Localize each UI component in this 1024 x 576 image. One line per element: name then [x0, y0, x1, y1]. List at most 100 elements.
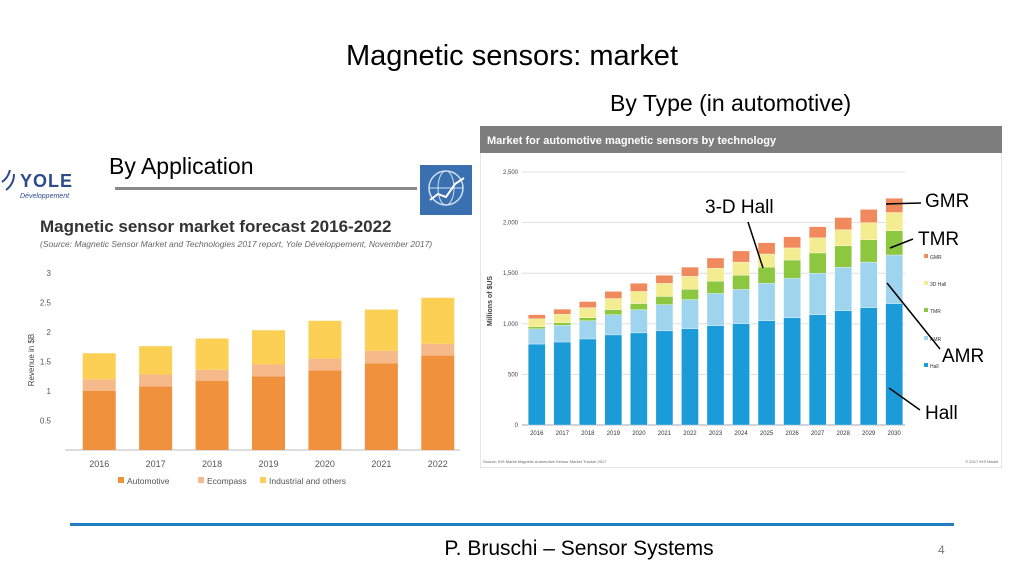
chart1-bar-segment — [252, 364, 285, 377]
chart2-bar-segment — [860, 222, 878, 240]
chart1-bar-segment — [421, 355, 455, 450]
chart2-legend-label: TMR — [930, 309, 941, 315]
chart2-bar-segment — [732, 250, 750, 263]
chart2-legend-swatch — [924, 281, 928, 285]
chart2-xtick-label: 2029 — [862, 431, 876, 437]
chart2-bar-segment — [528, 343, 546, 426]
chart2-bar-segment — [757, 242, 776, 255]
chart2-xtick-label: 2028 — [836, 431, 850, 437]
chart1-xtick-label: 2022 — [428, 459, 448, 469]
chart2-xtick-label: 2020 — [632, 431, 646, 437]
chart2-bar-segment — [732, 275, 750, 290]
chart2-bar-segment — [706, 325, 725, 426]
chart2-bar-segment — [553, 325, 571, 343]
chart2-xtick-label: 2026 — [785, 431, 799, 437]
chart1-bar-segment — [252, 376, 285, 450]
subtitle-by-application: By Application — [109, 153, 254, 179]
chart2-bar-segment — [757, 266, 776, 284]
chart2-bar-segment — [834, 245, 852, 268]
chart2-bar-segment — [808, 252, 827, 274]
chart2-ylabel: Millions of $US — [487, 276, 494, 327]
chart1-bar-segment — [252, 330, 285, 365]
subtitle-by-type: By Type (in automotive) — [610, 90, 852, 116]
chart2-bar-segment — [834, 217, 852, 230]
chart2-legend-label: 3D Hall — [930, 282, 946, 288]
chart1-bar-segment — [195, 380, 229, 450]
chart2-bar-segment — [681, 328, 699, 426]
chart2-bar-segment — [783, 236, 801, 249]
chart1-legend-swatch — [260, 477, 266, 483]
chart2-bar-segment — [655, 330, 674, 426]
chart2-bar-segment — [604, 314, 623, 336]
chart2-xtick-label: 2018 — [581, 431, 595, 437]
chart2-bar-segment — [528, 318, 546, 327]
chart2-ytick-label: 2,000 — [503, 221, 519, 227]
chart2-xtick-label: 2023 — [709, 431, 723, 437]
chart1-bar-segment — [308, 358, 342, 371]
application-forecast-chart: Magnetic sensor market forecast 2016-202… — [27, 217, 460, 486]
chart2-bar-segment — [706, 267, 725, 282]
chart2-bar-segment — [808, 273, 827, 315]
yole-logo: YOLE Développement — [1, 169, 73, 200]
footer-author: P. Bruschi – Sensor Systems — [444, 537, 714, 560]
chart1-bar-segment — [195, 338, 229, 370]
chart2-ytick-label: 0 — [515, 423, 519, 429]
yole-logo-text: YOLE — [20, 171, 73, 191]
chart1-subtitle: (Source: Magnetic Sensor Market and Tech… — [40, 239, 432, 249]
chart2-bar-segment — [885, 212, 903, 231]
chart2-xtick-label: 2030 — [888, 431, 902, 437]
chart2-xtick-label: 2016 — [530, 431, 544, 437]
chart2-bar-segment — [732, 261, 750, 276]
chart2-bar-segment — [860, 307, 878, 426]
chart2-bar-segment — [604, 298, 623, 310]
chart1-bar-segment — [364, 363, 398, 450]
technology-chart: Market for automotive magnetic sensors b… — [480, 126, 1002, 468]
chart1-legend-swatch — [198, 477, 204, 483]
chart2-bar-segment — [579, 301, 597, 308]
chart2-bar-segment — [604, 309, 623, 315]
chart2-bar-segment — [732, 289, 750, 324]
chart2-legend-swatch — [924, 336, 928, 340]
chart2-xtick-label: 2017 — [556, 431, 570, 437]
chart1-bar-segment — [421, 297, 455, 344]
chart2-bar-segment — [808, 314, 827, 426]
chart2-bar-segment — [783, 259, 801, 279]
chart2-bar-segment — [681, 299, 699, 330]
chart2-bar-segment — [860, 239, 878, 263]
chart1-bar-segment — [364, 309, 398, 351]
chart1-bar-segment — [308, 370, 342, 450]
chart2-xtick-label: 2022 — [683, 431, 697, 437]
chart1-ytick-label: 2 — [47, 328, 52, 337]
chart1-xtick-label: 2021 — [371, 459, 391, 469]
chart2-bar-segment — [655, 275, 674, 284]
chart2-bar-segment — [706, 281, 725, 294]
chart1-legend-swatch — [118, 477, 124, 483]
yole-swoosh-icon — [1, 169, 15, 191]
chart1-xtick-label: 2019 — [258, 459, 278, 469]
chart2-bar-segment — [579, 320, 597, 340]
yole-header-rule — [115, 187, 417, 190]
chart2-bar-segment — [681, 289, 699, 300]
chart2-bar-segment — [757, 320, 776, 426]
chart2-bar-segment — [860, 209, 878, 223]
chart2-legend-swatch — [924, 363, 928, 367]
chart1-ytick-label: 3 — [47, 269, 52, 278]
chart1-legend-label: Industrial and others — [269, 476, 346, 486]
chart2-bar-segment — [834, 229, 852, 247]
chart1-ytick-label: 2.5 — [40, 299, 52, 308]
chart2-xtick-label: 2019 — [607, 431, 621, 437]
chart2-bar-segment — [604, 291, 623, 299]
chart2-bar-segment — [783, 317, 801, 426]
chart2-bar-segment — [579, 317, 597, 321]
page-number: 4 — [938, 543, 945, 557]
chart2-bar-segment — [808, 237, 827, 254]
chart2-bar-segment — [655, 296, 674, 305]
chart2-xtick-label: 2021 — [658, 431, 672, 437]
chart2-bar-segment — [630, 332, 648, 426]
chart2-legend-label: Hall — [930, 364, 939, 370]
chart2-bar-segment — [528, 314, 546, 319]
chart2-bar-segment — [553, 322, 571, 326]
chart2-bar-segment — [783, 247, 801, 261]
yole-logo-subtext: Développement — [20, 193, 70, 200]
chart2-ytick-label: 2,500 — [503, 170, 519, 176]
